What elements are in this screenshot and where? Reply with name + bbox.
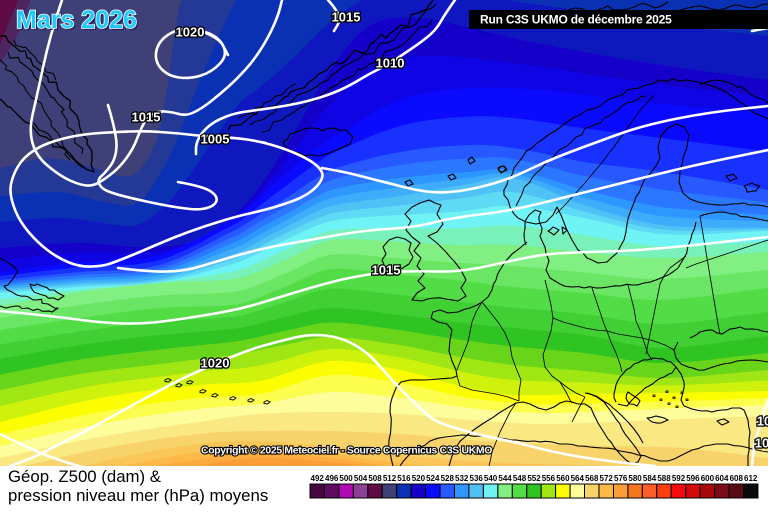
- svg-text:552: 552: [527, 474, 541, 483]
- svg-text:580: 580: [628, 474, 642, 483]
- svg-text:596: 596: [686, 474, 700, 483]
- svg-text:Mars 2026: Mars 2026: [18, 8, 139, 36]
- svg-text:496: 496: [325, 474, 339, 483]
- svg-text:572: 572: [600, 474, 614, 483]
- svg-text:588: 588: [657, 474, 671, 483]
- svg-text:592: 592: [672, 474, 686, 483]
- svg-text:500: 500: [339, 474, 353, 483]
- svg-text:pression niveau mer (hPa) moye: pression niveau mer (hPa) moyens: [8, 486, 268, 505]
- svg-text:612: 612: [744, 474, 758, 483]
- svg-text:524: 524: [426, 474, 440, 483]
- svg-text:544: 544: [498, 474, 512, 483]
- svg-text:512: 512: [383, 474, 397, 483]
- svg-text:556: 556: [542, 474, 556, 483]
- svg-text:560: 560: [556, 474, 570, 483]
- svg-text:576: 576: [614, 474, 628, 483]
- svg-text:528: 528: [441, 474, 455, 483]
- svg-text:Copyright © 2025 Meteociel.fr: Copyright © 2025 Meteociel.fr - Source C…: [201, 446, 492, 457]
- svg-text:568: 568: [585, 474, 599, 483]
- svg-text:10: 10: [757, 413, 768, 428]
- svg-text:Mars 2026: Mars 2026: [16, 6, 137, 34]
- svg-text:520: 520: [412, 474, 426, 483]
- svg-text:540: 540: [484, 474, 498, 483]
- svg-text:604: 604: [715, 474, 729, 483]
- svg-text:608: 608: [730, 474, 744, 483]
- svg-text:1020: 1020: [201, 355, 230, 370]
- svg-text:548: 548: [513, 474, 527, 483]
- svg-text:1005: 1005: [201, 131, 230, 146]
- svg-text:1020: 1020: [176, 24, 205, 39]
- svg-text:1015: 1015: [332, 9, 361, 24]
- svg-text:1015: 1015: [372, 262, 401, 277]
- svg-text:516: 516: [397, 474, 411, 483]
- svg-text:Géop. Z500 (dam) &: Géop. Z500 (dam) &: [8, 467, 161, 486]
- svg-text:504: 504: [354, 474, 368, 483]
- svg-text:536: 536: [470, 474, 484, 483]
- svg-text:492: 492: [311, 474, 325, 483]
- svg-text:600: 600: [701, 474, 715, 483]
- svg-text:508: 508: [368, 474, 382, 483]
- svg-text:564: 564: [571, 474, 585, 483]
- svg-text:1010: 1010: [376, 55, 405, 70]
- svg-text:10: 10: [755, 435, 768, 450]
- svg-text:1015: 1015: [132, 109, 161, 124]
- svg-text:Run C3S UKMO de décembre 2025: Run C3S UKMO de décembre 2025: [480, 13, 672, 27]
- svg-text:532: 532: [455, 474, 469, 483]
- svg-text:584: 584: [643, 474, 657, 483]
